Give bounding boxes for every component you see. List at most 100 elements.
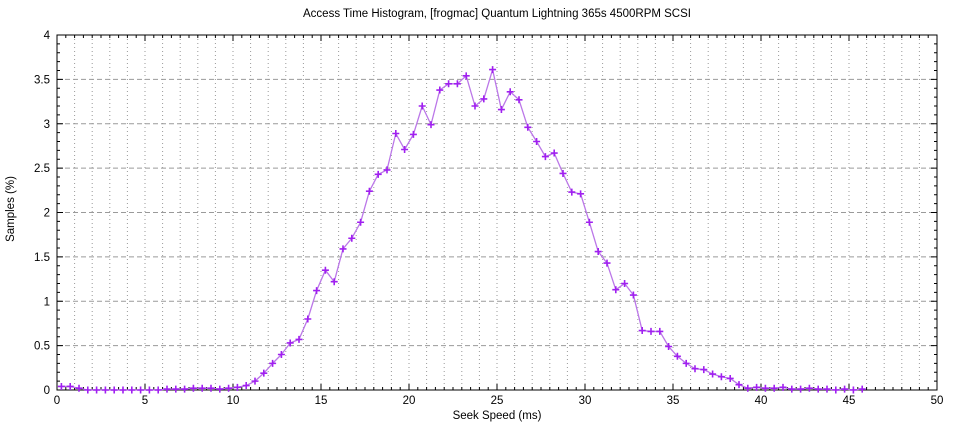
plus-marker [251, 377, 259, 385]
plus-marker [594, 248, 602, 256]
y-tick-label: 3 [44, 119, 50, 131]
y-tick-label: 0 [44, 385, 50, 397]
plus-marker [788, 385, 796, 393]
x-tick-label: 10 [227, 395, 240, 407]
plus-marker [57, 382, 65, 390]
series-line [61, 68, 863, 391]
plus-marker [577, 190, 585, 198]
plus-marker [181, 385, 189, 393]
x-tick-label: 15 [315, 395, 328, 407]
plus-marker [612, 286, 620, 294]
plus-marker [779, 383, 787, 391]
plus-marker [629, 291, 637, 299]
x-tick-label: 0 [54, 395, 60, 407]
plus-marker [797, 385, 805, 393]
plus-marker [691, 365, 699, 373]
plus-marker [700, 366, 708, 374]
y-tick-label: 4 [44, 30, 51, 42]
x-tick-label: 40 [755, 395, 768, 407]
plus-marker [621, 280, 629, 287]
plus-marker [814, 385, 822, 393]
plus-marker [849, 386, 857, 394]
plus-marker [172, 385, 180, 393]
y-tick-label: 3.5 [34, 74, 50, 86]
plus-marker [559, 169, 567, 177]
plus-marker [163, 385, 171, 393]
plus-marker [137, 386, 145, 394]
plus-marker [673, 352, 681, 360]
plus-marker [357, 218, 365, 226]
plus-marker [233, 383, 241, 391]
plus-marker [242, 382, 250, 390]
x-tick-label: 30 [579, 395, 592, 407]
plus-marker [726, 374, 734, 382]
plus-marker [533, 138, 541, 145]
grid-lines [57, 35, 937, 390]
x-tick-labels: 0 5 10 15 20 25 30 35 40 45 50 [54, 395, 944, 407]
plus-marker [453, 80, 461, 88]
plus-marker [585, 218, 593, 226]
plus-marker [638, 327, 646, 335]
plus-marker [568, 188, 576, 196]
plus-marker [427, 121, 435, 129]
plus-marker [418, 102, 426, 110]
plus-marker [207, 384, 215, 392]
plus-marker [348, 234, 356, 242]
plus-marker [709, 370, 717, 378]
plus-marker [189, 384, 197, 392]
plus-marker [216, 385, 224, 393]
plus-marker [515, 96, 523, 104]
plus-marker [374, 170, 382, 178]
plus-marker [550, 149, 558, 157]
plus-marker [119, 386, 127, 394]
plus-marker [832, 386, 840, 394]
plus-marker [823, 385, 831, 393]
plus-marker [603, 259, 611, 267]
plus-marker [480, 95, 488, 103]
y-tick-label: 2.5 [34, 163, 50, 175]
series-markers [57, 66, 866, 394]
plus-marker [84, 386, 92, 394]
plus-marker [277, 351, 285, 358]
plus-marker [304, 315, 312, 323]
plus-marker [198, 384, 206, 392]
plus-marker [841, 385, 849, 393]
plus-marker [489, 66, 497, 74]
plus-marker [154, 386, 162, 394]
y-tick-labels: 0 0.5 1 1.5 2 2.5 3 3.5 4 [34, 30, 51, 397]
plus-marker [339, 245, 347, 253]
plus-marker [445, 80, 453, 88]
y-tick-label: 2 [44, 208, 50, 220]
chart-title: Access Time Histogram, [frogmac] Quantum… [303, 8, 691, 20]
x-tick-label: 20 [403, 395, 416, 407]
x-tick-label: 35 [667, 395, 680, 407]
plus-marker [656, 327, 664, 335]
plus-marker [665, 343, 673, 351]
plot-border [56, 34, 938, 391]
plus-marker [524, 123, 532, 131]
plus-marker [383, 166, 391, 174]
plus-marker [225, 384, 233, 392]
plus-marker [541, 153, 549, 161]
x-axis-label: Seek Speed (ms) [452, 410, 542, 422]
plus-marker [75, 384, 83, 392]
plus-marker [761, 384, 769, 392]
plus-marker [286, 339, 294, 347]
plus-marker [110, 386, 118, 394]
y-tick-label: 1 [44, 296, 50, 308]
plus-marker [735, 381, 743, 389]
plus-marker [128, 386, 136, 394]
x-tick-label: 5 [142, 395, 148, 407]
plus-marker [506, 88, 514, 96]
plus-marker [805, 384, 813, 392]
plus-marker [392, 130, 400, 138]
plus-marker [409, 130, 417, 138]
plus-marker [260, 369, 268, 377]
plus-marker [321, 266, 329, 274]
plus-marker [744, 384, 752, 392]
y-axis-label: Samples (%) [5, 176, 17, 242]
plus-marker [365, 187, 373, 195]
y-tick-label: 0.5 [34, 341, 50, 353]
